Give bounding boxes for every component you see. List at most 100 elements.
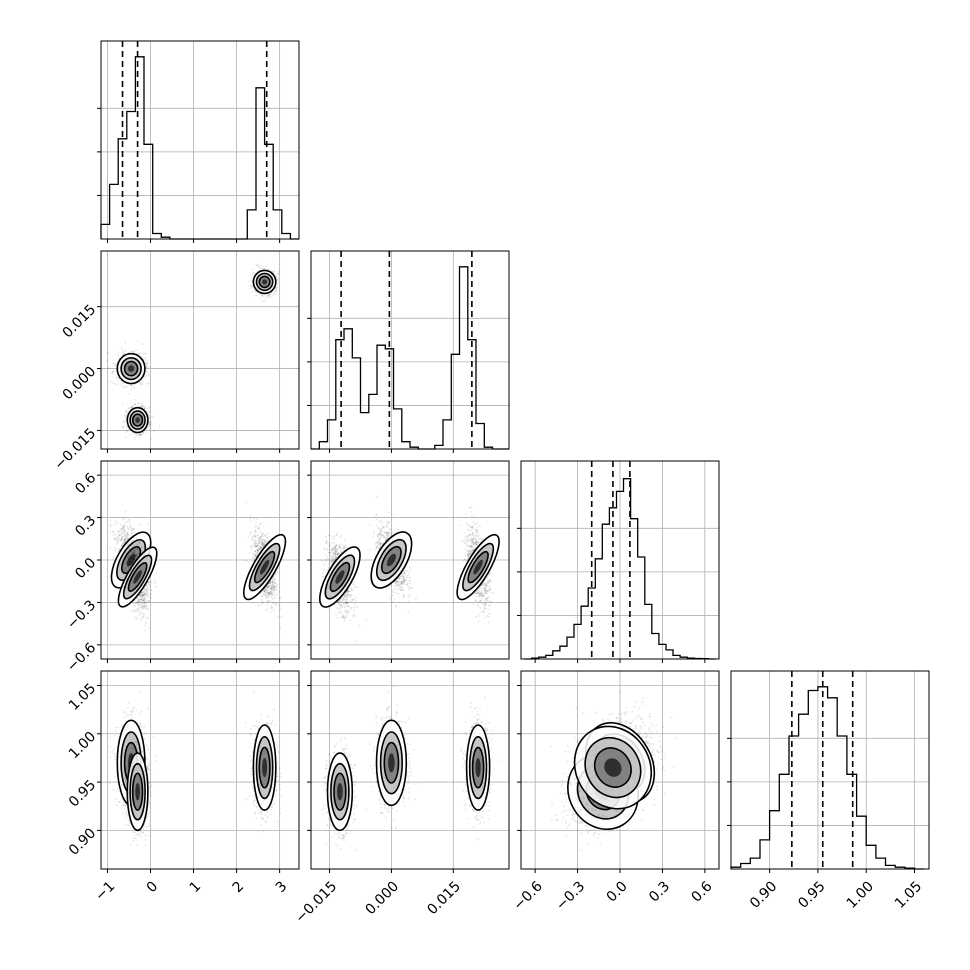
- sample-point: [273, 585, 276, 588]
- sample-point: [134, 403, 137, 405]
- sample-point: [275, 603, 278, 605]
- sample-point: [144, 588, 147, 591]
- sample-point: [124, 350, 126, 352]
- sample-point: [252, 552, 255, 555]
- sample-point: [263, 525, 265, 528]
- sample-point: [114, 537, 117, 539]
- sample-point: [139, 601, 142, 603]
- sample-point: [150, 421, 152, 424]
- sample-point: [260, 296, 262, 299]
- sample-point: [252, 556, 254, 559]
- sample-point: [121, 402, 124, 405]
- sample-point: [147, 373, 149, 376]
- sample-point: [263, 588, 266, 591]
- sample-point: [256, 545, 259, 547]
- sample-point: [129, 433, 131, 436]
- sample-point: [263, 268, 265, 270]
- sample-point: [275, 275, 278, 278]
- sample-point: [130, 384, 133, 386]
- sample-point: [150, 597, 153, 599]
- sample-point: [268, 592, 270, 594]
- sample-point: [149, 423, 152, 426]
- sample-point: [256, 263, 259, 266]
- density-region: [126, 553, 136, 567]
- sample-point: [122, 569, 125, 571]
- sample-point: [129, 551, 132, 554]
- sample-point: [134, 555, 137, 558]
- sample-point: [134, 403, 136, 406]
- sample-point: [132, 527, 135, 530]
- sample-point: [139, 433, 142, 435]
- sample-point: [266, 608, 269, 610]
- sample-point: [107, 352, 110, 354]
- sample-point: [129, 522, 131, 524]
- sample-point: [117, 379, 119, 382]
- sample-point: [261, 294, 264, 297]
- sample-point: [129, 525, 132, 527]
- sample-point: [123, 531, 125, 534]
- sample-point: [131, 533, 133, 535]
- scatter-points: [108, 501, 287, 632]
- sample-point: [274, 596, 277, 599]
- sample-point: [266, 588, 269, 591]
- sample-point: [258, 527, 261, 530]
- sample-point: [120, 544, 123, 547]
- sample-point: [259, 548, 261, 550]
- sample-point: [118, 534, 121, 536]
- sample-point: [145, 593, 147, 595]
- sample-point: [260, 546, 263, 549]
- sample-point: [268, 536, 271, 539]
- sample-point: [116, 542, 119, 545]
- sample-point: [131, 529, 134, 532]
- sample-point: [122, 425, 125, 427]
- sample-point: [127, 564, 130, 567]
- sample-point: [133, 553, 136, 556]
- sample-point: [120, 535, 123, 538]
- sample-point: [128, 548, 131, 551]
- sample-point: [130, 543, 133, 546]
- sample-point: [147, 581, 150, 584]
- sample-point: [112, 533, 115, 536]
- sample-point: [147, 411, 150, 414]
- sample-point: [127, 551, 130, 553]
- sample-point: [133, 404, 135, 407]
- sample-point: [269, 592, 271, 595]
- sample-point: [124, 431, 126, 434]
- sample-point: [254, 295, 257, 297]
- sample-point: [146, 361, 149, 363]
- sample-point: [126, 425, 129, 428]
- sample-point: [276, 615, 279, 618]
- sample-point: [125, 410, 128, 413]
- sample-point: [250, 531, 253, 533]
- sample-point: [133, 350, 136, 353]
- sample-point: [250, 285, 253, 288]
- sample-point: [140, 595, 142, 597]
- sample-point: [270, 592, 273, 594]
- sample-point: [115, 520, 118, 522]
- sample-point: [269, 587, 272, 590]
- sample-point: [275, 274, 277, 276]
- sample-point: [127, 407, 130, 410]
- sample-point: [140, 592, 143, 595]
- sample-point: [139, 434, 142, 436]
- sample-point: [128, 392, 131, 395]
- sample-point: [133, 554, 136, 557]
- sample-point: [249, 284, 252, 287]
- sample-point: [259, 267, 261, 270]
- sample-point: [121, 537, 123, 540]
- sample-point: [274, 292, 276, 295]
- sample-point: [120, 347, 123, 350]
- sample-point: [134, 436, 137, 439]
- sample-point: [124, 535, 126, 538]
- sample-point: [272, 271, 275, 273]
- sample-point: [129, 554, 132, 557]
- sample-point: [129, 610, 132, 612]
- sample-point: [134, 554, 137, 557]
- sample-point: [140, 606, 142, 608]
- sample-point: [257, 264, 260, 267]
- sample-point: [146, 593, 149, 596]
- sample-point: [259, 530, 262, 533]
- sample-point: [258, 548, 261, 551]
- sample-point: [131, 553, 134, 556]
- sample-point: [134, 602, 136, 605]
